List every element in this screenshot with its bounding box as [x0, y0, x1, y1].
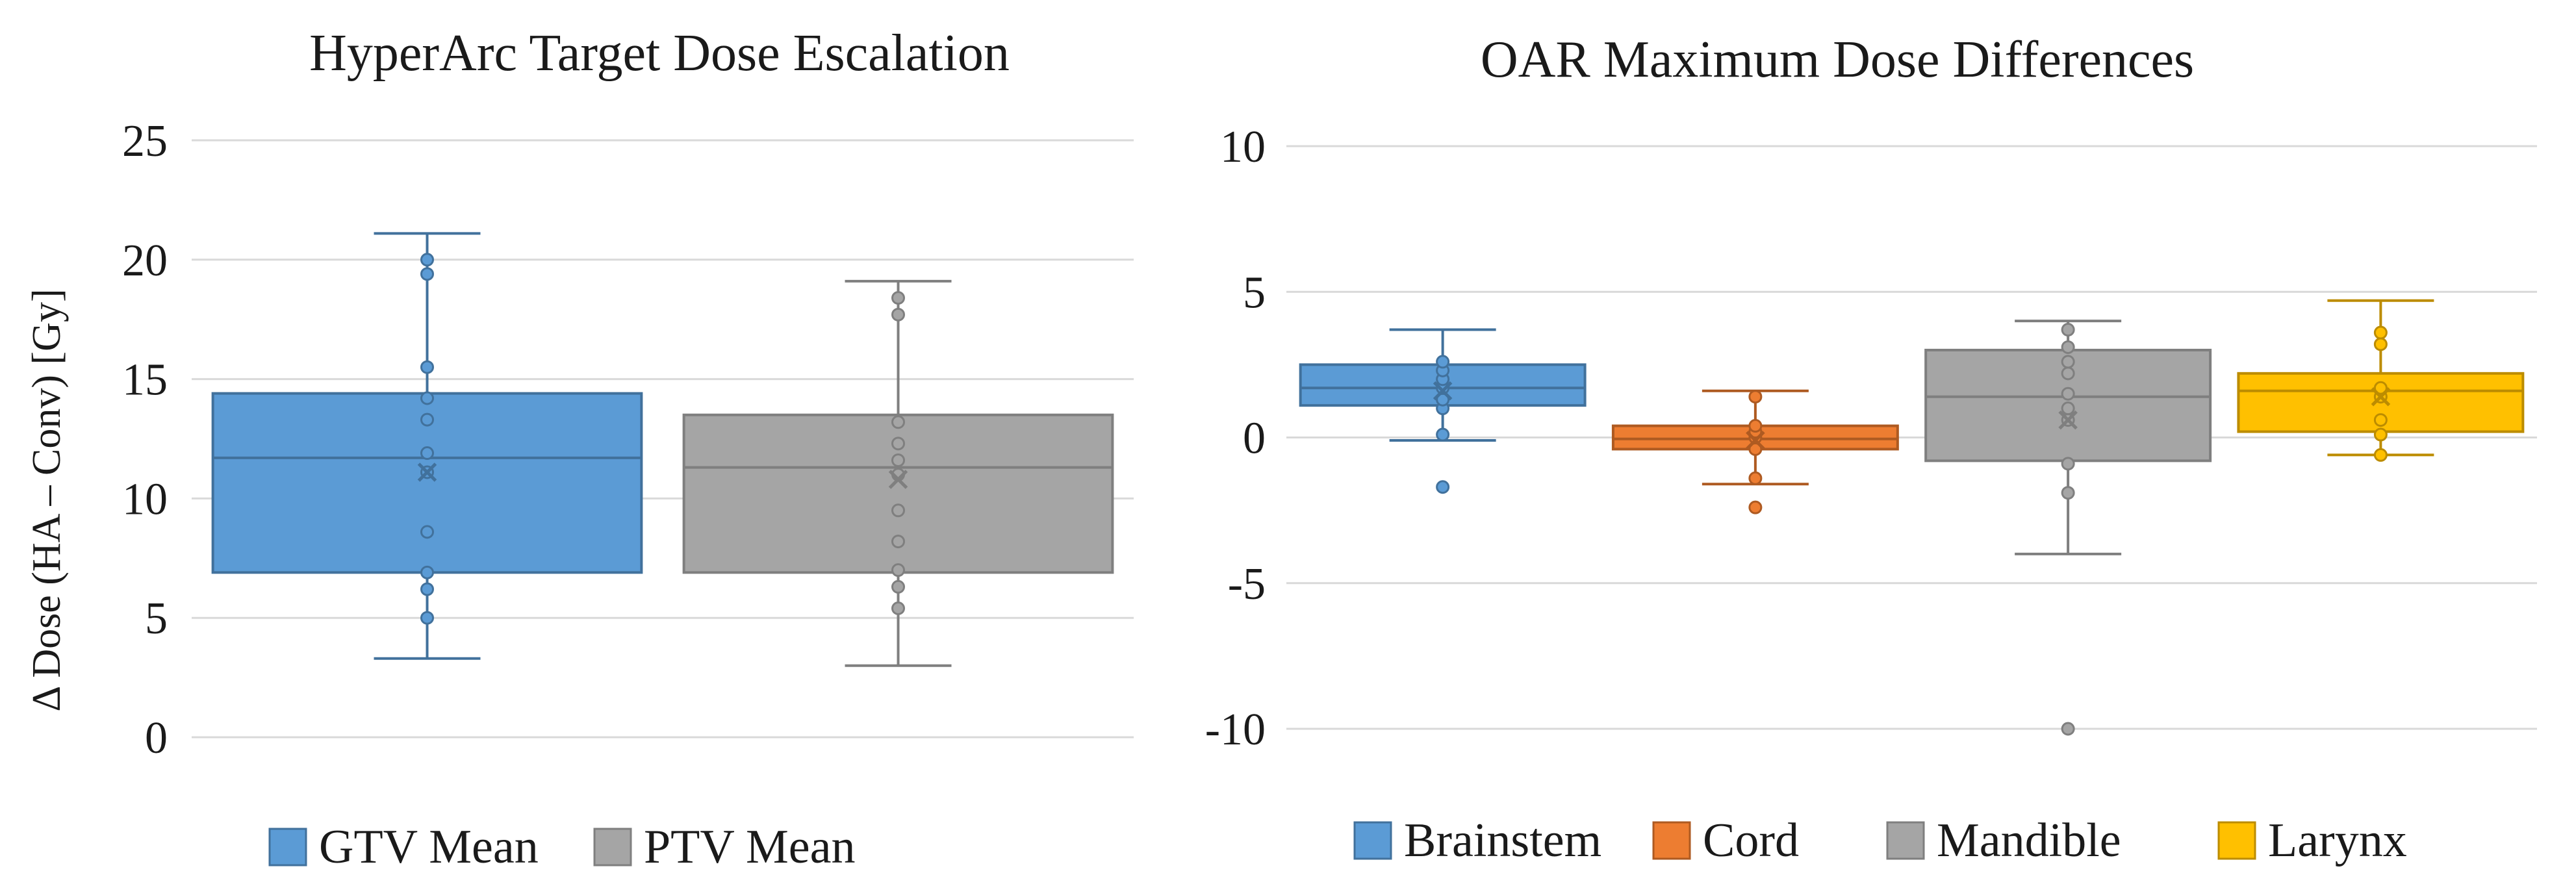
- data-point: [891, 291, 905, 305]
- data-point: [2061, 386, 2075, 401]
- box-larynx: [2237, 299, 2525, 462]
- legend-swatch: [2217, 821, 2256, 860]
- box-mandible: [1924, 320, 2212, 736]
- data-point: [420, 582, 434, 596]
- data-point: [420, 267, 434, 281]
- mean-marker-stroke: [1746, 431, 1765, 450]
- legend-swatch: [1652, 821, 1691, 860]
- box-brainstem: [1299, 328, 1587, 494]
- data-point: [1748, 390, 1763, 404]
- legend-label: Cord: [1703, 814, 1799, 867]
- box-ptv-mean: [682, 279, 1114, 667]
- left-chart: HyperArc Target Dose Escalation Δ Dose (…: [25, 25, 1134, 874]
- legend-label: GTV Mean: [319, 820, 539, 874]
- mean-marker: [1433, 381, 1453, 401]
- data-point: [891, 563, 905, 577]
- y-tick-label: -10: [1205, 705, 1266, 755]
- data-point: [1436, 427, 1450, 442]
- right-y-tick-labels: -10 -5 0 5 10: [1205, 122, 1266, 755]
- data-point: [420, 391, 434, 405]
- data-point: [2373, 427, 2388, 442]
- data-point: [1436, 355, 1450, 369]
- y-tick-label: 15: [122, 355, 168, 405]
- y-tick-label: 0: [145, 713, 168, 763]
- data-point: [891, 579, 905, 594]
- data-point: [2373, 337, 2388, 351]
- mean-marker: [2371, 386, 2391, 407]
- right-chart-title: OAR Maximum Dose Differences: [1481, 31, 2194, 88]
- mean-marker-stroke: [888, 470, 908, 489]
- right-chart: OAR Maximum Dose Differences -10 -5 0 5 10 B…: [1205, 31, 2537, 867]
- data-point: [420, 611, 434, 625]
- mean-marker-stroke: [2058, 410, 2078, 430]
- data-point: [2061, 323, 2075, 337]
- data-point: [420, 565, 434, 579]
- data-point: [420, 253, 434, 267]
- mean-marker: [2058, 410, 2078, 430]
- data-point: [420, 525, 434, 539]
- box-cord: [1611, 389, 1899, 514]
- mean-marker-stroke: [2371, 386, 2391, 407]
- box-gtv-mean: [211, 232, 643, 660]
- y-tick-label: 10: [122, 474, 168, 524]
- y-tick-label: 25: [122, 116, 168, 166]
- legend-label: PTV Mean: [644, 820, 855, 874]
- data-point: [420, 446, 434, 461]
- data-point: [891, 307, 905, 322]
- left-chart-title: HyperArc Target Dose Escalation: [309, 25, 1010, 82]
- y-tick-label: 5: [145, 594, 168, 644]
- legend-label: Mandible: [1937, 814, 2121, 867]
- y-tick-label: 5: [1243, 268, 1266, 318]
- data-point: [2373, 381, 2388, 395]
- legend-label: Larynx: [2268, 814, 2407, 867]
- data-point: [2061, 457, 2075, 471]
- data-point: [2061, 486, 2075, 500]
- left-y-axis-label: Δ Dose (HA – Conv) [Gy]: [25, 288, 69, 711]
- legend-swatch: [593, 828, 632, 867]
- legend-swatch: [1886, 821, 1925, 860]
- legend-swatch: [268, 828, 307, 867]
- data-point: [1748, 471, 1763, 485]
- data-point: [891, 437, 905, 451]
- mean-marker-stroke: [417, 462, 437, 482]
- data-point: [1436, 480, 1450, 494]
- data-point: [891, 415, 905, 429]
- right-legend: Brainstem Cord Mandible Larynx: [1353, 814, 2407, 867]
- left-y-tick-labels: 0 5 10 15 20 25: [122, 116, 168, 763]
- y-tick-label: 0: [1243, 414, 1266, 464]
- data-point: [2373, 325, 2388, 340]
- data-point: [2373, 448, 2388, 462]
- data-point: [1748, 419, 1763, 433]
- mean-marker-stroke: [1433, 381, 1453, 401]
- data-point: [2373, 413, 2388, 427]
- data-point: [891, 503, 905, 518]
- left-legend: GTV Mean PTV Mean: [268, 820, 855, 874]
- data-point: [2061, 401, 2075, 416]
- mean-marker: [1746, 431, 1765, 450]
- data-point: [2061, 340, 2075, 354]
- right-box-marks: [1299, 299, 2525, 736]
- data-point: [420, 360, 434, 374]
- data-point: [891, 453, 905, 468]
- y-tick-label: 20: [122, 236, 168, 286]
- data-point: [891, 535, 905, 549]
- y-tick-label: -5: [1228, 559, 1266, 609]
- legend-label: Brainstem: [1404, 814, 1601, 867]
- left-box-marks: [211, 232, 1114, 667]
- data-point: [2061, 366, 2075, 381]
- data-point: [1748, 500, 1763, 514]
- data-point: [2061, 722, 2075, 736]
- data-point: [2061, 355, 2075, 369]
- mean-marker: [888, 470, 908, 489]
- y-tick-label: 10: [1220, 122, 1266, 172]
- mean-marker: [417, 462, 437, 482]
- right-gridlines: [1286, 145, 2537, 730]
- legend-swatch: [1353, 821, 1392, 860]
- data-point: [420, 412, 434, 427]
- data-point: [891, 601, 905, 615]
